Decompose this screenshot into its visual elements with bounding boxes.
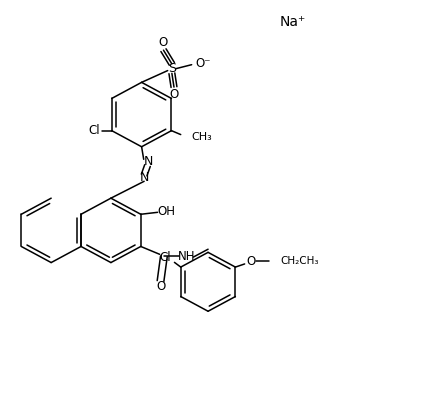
- Text: CH₂CH₃: CH₂CH₃: [280, 256, 319, 266]
- Text: OH: OH: [158, 205, 176, 218]
- Text: N: N: [143, 155, 153, 168]
- Text: Cl: Cl: [88, 124, 100, 137]
- Text: Cl: Cl: [159, 251, 170, 264]
- Text: O: O: [156, 280, 165, 293]
- Text: Na⁺: Na⁺: [280, 15, 306, 29]
- Text: N: N: [140, 171, 149, 184]
- Text: NH: NH: [178, 250, 196, 263]
- Text: CH₃: CH₃: [192, 132, 212, 141]
- Text: O⁻: O⁻: [196, 58, 211, 71]
- Text: O: O: [159, 36, 168, 49]
- Text: O: O: [169, 88, 179, 101]
- Text: O: O: [247, 255, 256, 268]
- Text: S: S: [168, 62, 176, 75]
